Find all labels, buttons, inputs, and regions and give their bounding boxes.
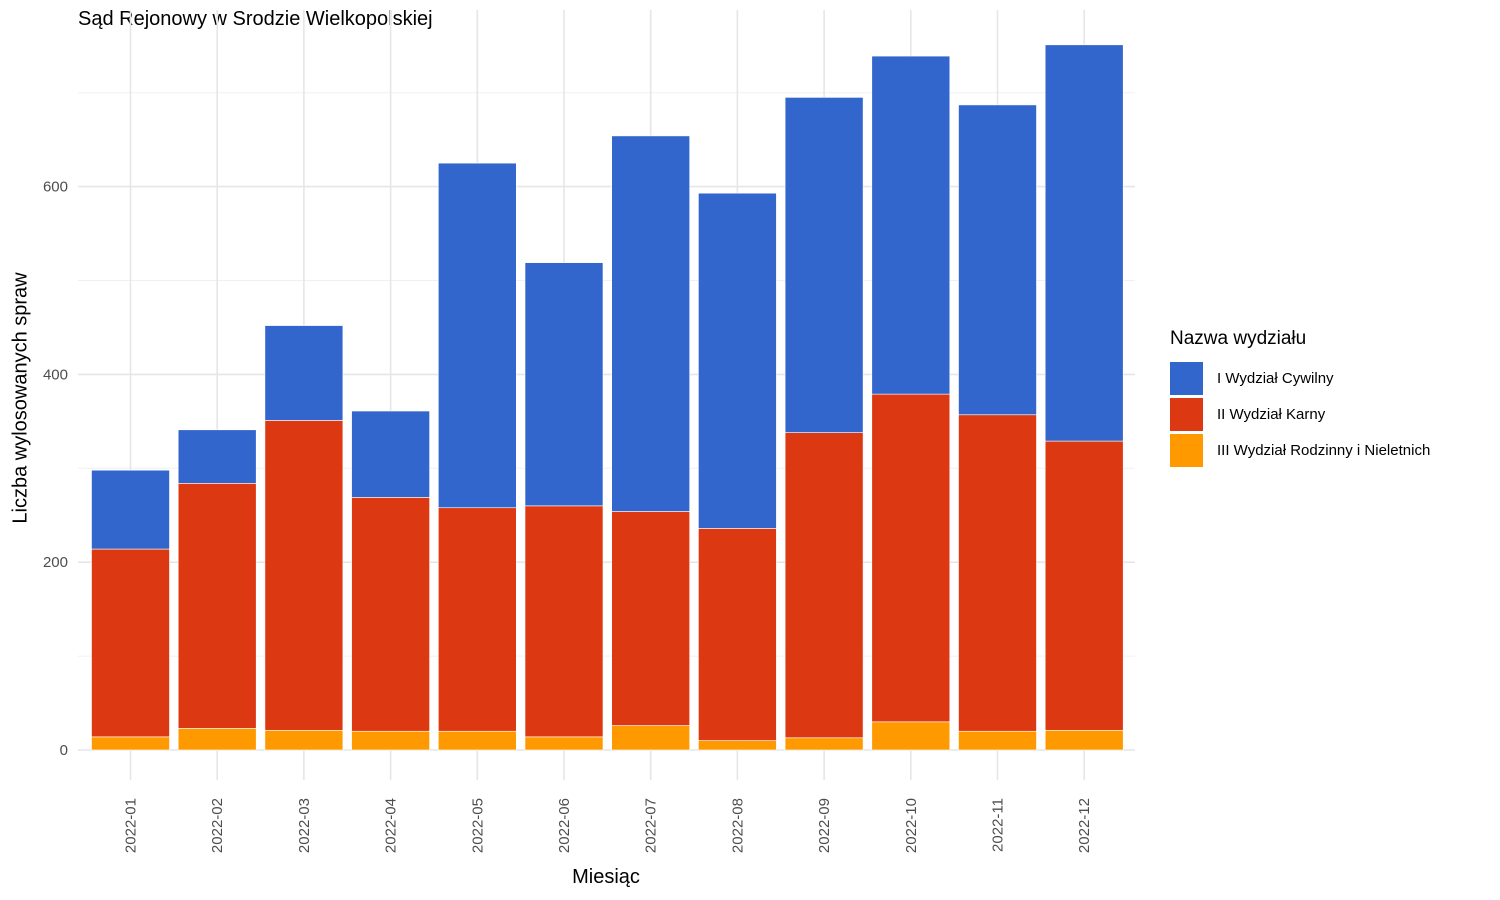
x-tick-label: 2022-11 [990,798,1007,852]
bar-segment [351,497,430,732]
bar-segment [698,192,777,529]
bar-segment [91,548,170,738]
bar-segment [524,505,604,738]
bar-segment [1044,44,1124,442]
legend-item-cywilny: I Wydział Cywilny [1170,360,1430,396]
bar-segment [611,511,691,726]
bar-segment [958,730,1037,751]
chart-title: Sąd Rejonowy w Srodzie Wielkopolskiej [78,8,433,30]
bar-segment [611,135,691,512]
bar-segment [437,162,517,509]
legend-item-karny: II Wydział Karny [1170,396,1430,432]
bar-segment [698,740,777,751]
legend-swatch [1170,433,1203,467]
legend-swatch [1170,397,1203,431]
x-tick-label: 2022-01 [123,798,140,853]
y-axis-label: Liczba wylosowanych spraw [9,272,32,524]
bar-segment [871,393,951,723]
x-tick-label: 2022-10 [903,798,920,853]
legend-label: II Wydział Karny [1217,405,1326,423]
legend-label: I Wydział Cywilny [1217,369,1334,387]
y-tick-label: 0 [60,742,68,759]
x-tick-label: 2022-02 [209,798,226,853]
legend: Nazwa wydziału I Wydział Cywilny II Wydz… [1170,328,1430,468]
y-tick-label: 200 [43,554,68,571]
bar-segment [177,429,257,484]
bar-segment [351,410,430,498]
bar-segment [524,262,604,507]
legend-item-rodzinny: III Wydział Rodzinny i Nieletnich [1170,432,1430,468]
y-tick-label: 400 [43,366,68,383]
bar-segment [437,730,517,751]
legend-label: III Wydział Rodzinny i Nieletnich [1217,441,1431,459]
x-tick-label: 2022-09 [816,798,833,853]
bar-segment [351,730,430,751]
legend-swatch [1170,361,1203,395]
bar-segment [264,325,344,421]
bar-segment [958,104,1037,416]
bar-segment [437,507,517,732]
legend-title: Nazwa wydziału [1170,328,1307,349]
bar-segment [177,483,257,729]
bar-segment [524,736,604,751]
bar-segment [784,97,864,433]
bar-segment [698,528,777,741]
bar-segment [871,55,951,395]
bar-segment [958,414,1037,732]
bar-segment [784,432,864,739]
bar-segment [1044,440,1124,731]
bar-segment [177,728,257,751]
bar-segment [784,737,864,751]
x-tick-label: 2022-07 [643,798,660,853]
x-axis-label: Miesiąc [572,866,640,888]
bar-segment [611,725,691,751]
x-tick-label: 2022-03 [296,798,313,853]
x-tick-label: 2022-08 [729,798,746,853]
x-tick-label: 2022-12 [1076,798,1093,853]
y-tick-label: 600 [43,179,68,196]
bar-segment [264,729,344,751]
x-tick-label: 2022-04 [383,798,400,853]
bar-segment [1044,729,1124,751]
x-tick-label: 2022-06 [556,798,573,853]
bar-segment [264,420,344,731]
x-tick-label: 2022-05 [469,798,486,853]
bar-segment [91,736,170,751]
bar-segment [871,721,951,751]
bar-segment [91,469,170,550]
